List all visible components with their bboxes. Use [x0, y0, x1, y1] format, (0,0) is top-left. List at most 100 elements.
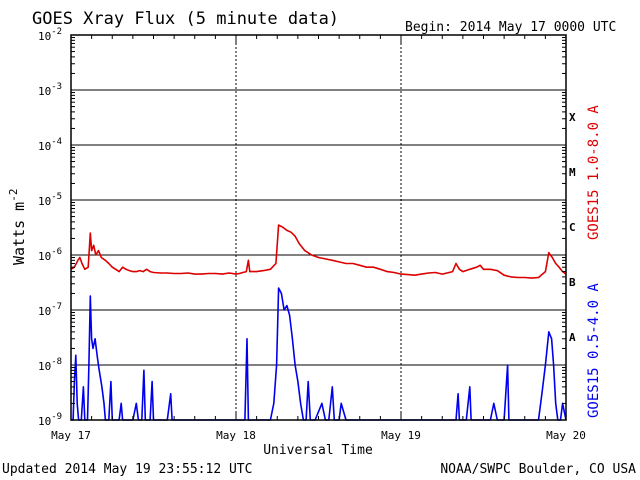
data-point — [103, 402, 105, 404]
data-point — [489, 268, 491, 270]
data-point — [242, 271, 244, 274]
updated-timestamp: Updated 2014 May 19 23:55:12 UTC — [2, 462, 252, 477]
data-point — [228, 272, 230, 274]
data-point — [96, 354, 98, 356]
data-point — [352, 262, 354, 265]
flare-class-label: C — [569, 221, 576, 234]
data-point — [246, 338, 248, 340]
data-point — [345, 262, 347, 265]
data-point — [170, 393, 172, 395]
data-point — [482, 268, 485, 270]
data-point — [88, 364, 90, 366]
data-point — [152, 271, 155, 274]
data-point — [551, 338, 553, 340]
data-point — [207, 272, 210, 275]
flare-class-label: A — [569, 331, 576, 344]
y-tick-label: 10-9 — [38, 412, 62, 428]
data-point — [555, 402, 557, 404]
y-ticks: 10-9 10-8 10-7 10-6 10-5 10-4 10-3 10-2 — [38, 27, 566, 428]
x-axis-title: Universal Time — [263, 443, 373, 458]
data-point — [245, 271, 247, 273]
flare-class-label: M — [569, 166, 576, 179]
data-point — [214, 272, 216, 275]
data-point — [524, 276, 526, 279]
data-point — [139, 270, 141, 272]
data-point — [340, 402, 342, 404]
y-tick-label: 10-4 — [38, 137, 62, 153]
x-tick-label: May 19 — [381, 429, 421, 442]
data-point — [87, 266, 89, 268]
data-point — [289, 314, 291, 316]
x-ticks: May 17 May 18 May 19 May 20 — [51, 35, 586, 442]
data-point — [331, 259, 333, 261]
data-point — [247, 259, 249, 261]
data-point — [89, 295, 91, 297]
data-point — [111, 266, 113, 268]
data-point — [256, 271, 258, 273]
legend-short-channel: GOES15 0.5-4.0 A — [586, 283, 602, 418]
data-point — [479, 264, 481, 266]
data-point — [553, 364, 555, 366]
legend-long-channel: GOES15 1.0-8.0 A — [586, 105, 602, 240]
data-point — [294, 235, 296, 237]
data-point — [273, 402, 275, 404]
data-point — [221, 273, 223, 275]
data-point — [291, 338, 293, 340]
data-point — [79, 256, 81, 259]
data-point — [143, 369, 145, 371]
data-point — [286, 229, 288, 231]
data-point — [91, 250, 93, 252]
data-point — [300, 402, 302, 404]
data-point — [324, 258, 326, 260]
data-point — [92, 347, 94, 349]
plot-frame — [70, 34, 567, 421]
data-point — [95, 254, 97, 256]
x-tick-label: May 18 — [216, 429, 256, 442]
data-point — [110, 381, 112, 383]
flare-class-labels: X M C B A — [569, 111, 576, 344]
data-point — [379, 268, 381, 270]
data-point — [510, 276, 512, 278]
data-point — [282, 226, 284, 228]
data-point — [544, 271, 547, 273]
x-tick-label: May 20 — [546, 429, 586, 442]
data-point — [531, 277, 533, 279]
series-long-channel — [70, 224, 567, 279]
data-point — [94, 338, 96, 340]
data-point — [194, 273, 196, 275]
data-point — [98, 369, 100, 371]
data-point — [294, 364, 296, 366]
data-point — [276, 364, 278, 366]
y-tick-label: 10-6 — [38, 247, 62, 263]
data-point — [89, 232, 91, 234]
y-axis-title-text: Watts m — [10, 202, 28, 265]
data-point — [441, 273, 443, 275]
data-point — [97, 250, 100, 252]
begin-timestamp: Begin: 2014 May 17 0000 UTC — [405, 20, 616, 35]
data-point — [548, 331, 550, 333]
data-point — [366, 266, 368, 268]
data-point — [173, 272, 175, 275]
data-point — [457, 393, 459, 395]
data-point — [496, 270, 498, 272]
data-point — [307, 381, 309, 383]
data-point — [541, 393, 543, 395]
data-point — [407, 274, 409, 276]
data-point — [558, 266, 560, 268]
data-point — [283, 309, 285, 311]
data-point — [414, 274, 416, 276]
data-point — [187, 272, 189, 274]
data-point — [458, 268, 460, 270]
data-point — [159, 272, 161, 274]
y-tick-label: 10-3 — [38, 82, 62, 98]
data-series — [70, 224, 567, 421]
data-point — [166, 272, 168, 274]
series-line — [71, 287, 567, 421]
data-point — [128, 270, 130, 272]
data-point — [101, 386, 103, 388]
data-point — [359, 264, 361, 266]
data-point — [503, 274, 505, 276]
data-point — [493, 402, 495, 404]
data-point — [434, 271, 436, 274]
